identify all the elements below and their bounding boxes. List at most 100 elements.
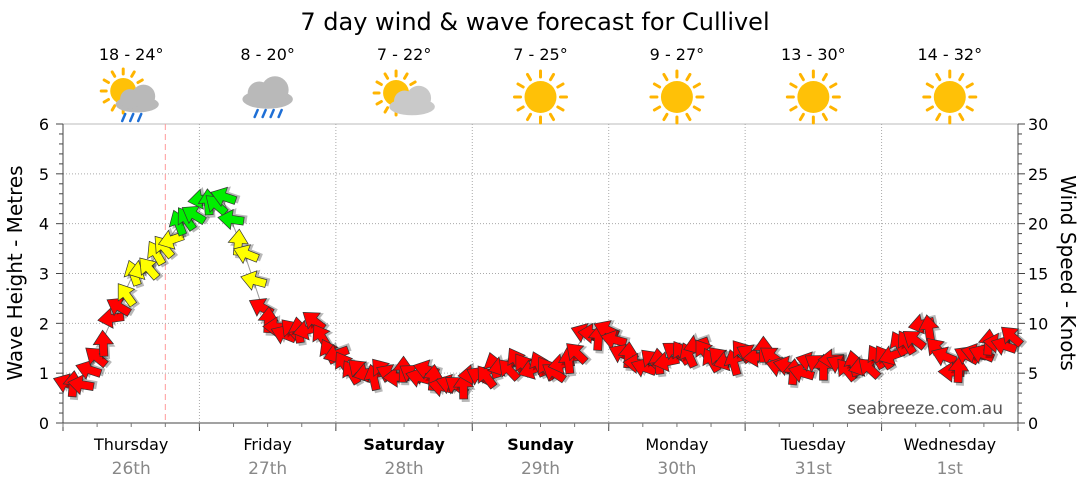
sun-ray [789,105,798,112]
cloud-puff [406,85,432,111]
wind-arrow-shape [75,359,103,381]
wind-arrow-shape [240,270,268,291]
sun-icon [922,69,978,125]
wind-arrow-shape [181,205,207,226]
day-temperature: 7 - 22° [377,45,431,64]
sun-cloud-rain-icon [99,67,159,123]
sun-ray [662,112,669,122]
sun-ray [526,72,532,82]
y-tick-label-right: 25 [1028,165,1048,184]
wind-arrow-shape [92,329,114,357]
y-tick-label-right: 5 [1028,364,1038,383]
rain-drop [120,112,127,123]
wind-arrow [566,343,592,366]
sun-ray [516,82,525,89]
wind-arrow-shape [858,358,882,381]
sun-ray [798,72,805,82]
wind-arrow [210,186,241,208]
sun-icon [785,69,841,125]
x-date-label: 1st [937,459,964,479]
y-tick-label-right: 0 [1028,414,1038,433]
sun-ray [829,82,838,89]
sun-ray [375,100,383,106]
sun-ray [935,72,942,82]
wind-arrow-shape [947,355,970,384]
wind-arrow [931,346,961,367]
sun-ray [556,105,565,112]
rain-drop [253,108,259,119]
watermark: seabreeze.com.au [847,399,1003,419]
sun-ray [403,72,409,80]
sun-icon [513,69,568,125]
sun-ray [526,112,532,122]
x-day-label: Sunday [507,435,574,454]
y-tick-label-left: 1 [39,364,49,383]
wind-arrow-shape [139,257,161,281]
sun-ray [516,105,525,112]
y-tick-label-left: 5 [39,165,49,184]
wind-arrow-shape [85,347,109,369]
sun-ray [110,70,117,78]
y-tick-label-right: 15 [1028,265,1048,284]
sun-ray [685,72,692,82]
wind-arrow [600,328,631,351]
wind-arrow [788,362,819,384]
cloud-puff [131,84,156,109]
sun-ray [549,72,555,82]
sun-ray [925,82,934,89]
wind-arrow-shape [217,208,245,231]
sun-ray [556,82,565,89]
wind-arrow-shape [1001,326,1025,348]
wind-arrow [139,257,164,282]
sun-ray [652,105,662,112]
wind-arrow [181,205,211,226]
sun-ray [549,112,555,122]
x-date-label: 30th [657,459,696,479]
y-axis-label-right: Wind Speed - Knots [1056,175,1080,371]
sun-ray [798,112,805,122]
wind-arrow-shape [566,343,589,365]
sun-ray [935,112,942,122]
wind-arrow [1001,326,1028,348]
sun-ray [789,82,798,89]
wind-arrow [106,297,136,317]
wind-arrow-shape [931,346,958,367]
x-date-label: 27th [248,459,287,479]
x-day-label: Friday [243,435,292,454]
sun-ray [925,105,934,112]
sun-disc [933,81,966,113]
rain-drop [269,108,275,119]
y-tick-label-left: 6 [39,115,49,134]
wind-arrow-shape [67,374,95,396]
x-day-label: Monday [645,435,708,454]
rain-drop [277,108,283,119]
wind-arrow [217,208,248,231]
x-day-label: Thursday [93,435,168,454]
sun-ray [965,105,974,112]
sun-ray [102,78,110,84]
wind-arrow [240,269,271,291]
y-tick-label-right: 20 [1028,215,1048,234]
wind-arrow-shape [106,297,132,317]
x-date-label: 29th [521,459,560,479]
wind-arrow-shape [302,312,327,332]
day-temperature: 13 - 30° [781,45,846,64]
sun-disc [660,81,693,113]
wind-arrow-shape [117,283,138,308]
y-tick-label-left: 2 [39,314,49,333]
sun-ray [652,82,662,89]
wind-arrow [858,358,885,381]
sun-ray [692,82,701,89]
wind-arrow [92,329,116,360]
sun-ray [829,105,838,112]
sun-ray [821,72,828,82]
y-tick-label-left: 4 [39,215,49,234]
day-temperature: 9 - 27° [650,45,704,64]
rain-drop [261,108,267,119]
partly-cloudy-icon [372,69,435,117]
wind-arrow-shape [788,362,816,384]
sun-icon [649,69,705,125]
day-temperature: 8 - 20° [240,45,294,64]
